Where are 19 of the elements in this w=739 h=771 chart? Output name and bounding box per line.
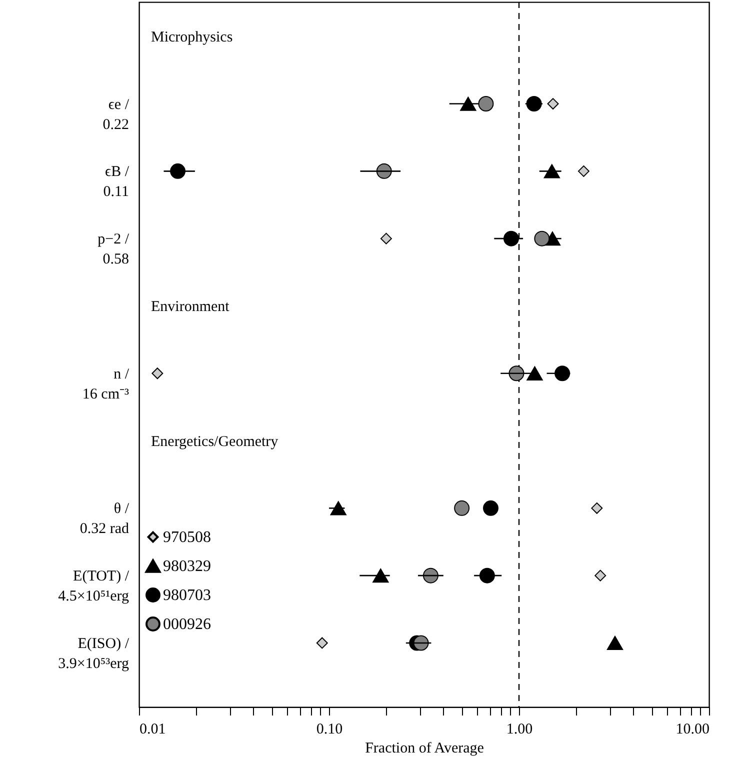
y-tick-label: θ / 0.32 rad — [80, 501, 130, 538]
annotation: Microphysics — [151, 29, 233, 46]
legend-label: 980329 — [163, 558, 211, 575]
annotation: Environment — [151, 298, 230, 315]
y-tick-label: ϵe / 0.22 — [102, 96, 130, 133]
y-tick-label: p−2 / 0.58 — [98, 232, 130, 268]
legend-label: 000926 — [163, 616, 211, 633]
legend-label: 970508 — [163, 529, 211, 546]
y-tick-label: E(ISO) / 3.9×10⁵³erg — [58, 636, 130, 672]
x-tick-label: 10.00 — [676, 722, 710, 738]
x-axis-title: Fraction of Average — [365, 740, 484, 756]
x-tick-label: 0.01 — [140, 722, 166, 738]
legend-label: 980703 — [163, 587, 211, 604]
y-tick-label: ϵB / 0.11 — [103, 164, 130, 200]
annotation: Energetics/Geometry — [151, 434, 279, 450]
y-tick-label: E(TOT) / 4.5×10⁵¹erg — [58, 568, 130, 605]
x-tick-label: 0.10 — [316, 722, 343, 738]
y-tick-label: n / 16 cm⁻³ — [82, 366, 130, 402]
x-tick-label: 1.00 — [506, 722, 533, 738]
